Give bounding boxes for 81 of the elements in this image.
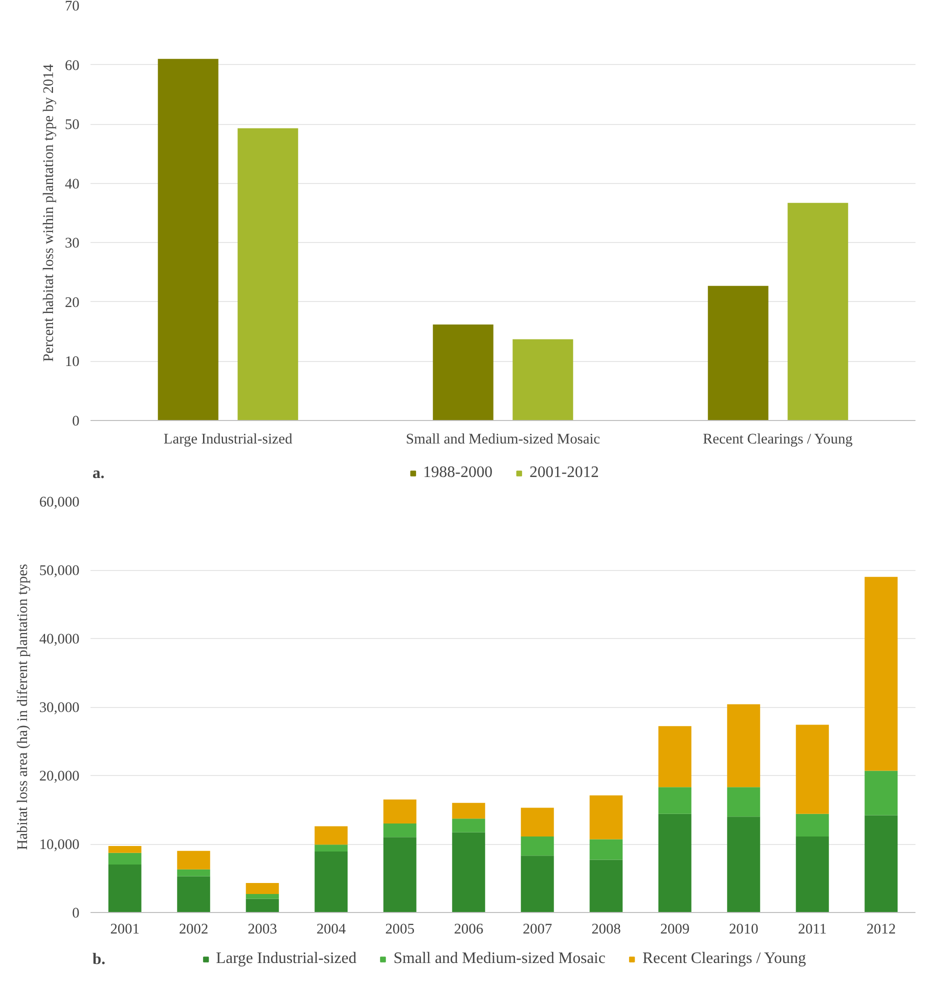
y-tick-label: 0	[72, 906, 80, 922]
x-tick-label: 2010	[728, 922, 758, 938]
text: a.	[92, 465, 104, 482]
y-tick-label: 50	[64, 117, 80, 134]
y-tick-label: 30,000	[39, 700, 80, 716]
bar	[658, 726, 692, 788]
y-tick-label: 20	[64, 294, 80, 311]
y-tick-label: 50,000	[39, 563, 80, 579]
bar	[452, 818, 486, 832]
legend-label: 2001-2012	[530, 464, 599, 482]
x-tick-label: Recent Clearings / Young	[702, 432, 854, 448]
bar	[246, 894, 279, 899]
y-tick-label: 60	[64, 58, 80, 74]
y-tick-label: 10,000	[39, 837, 80, 853]
bar	[796, 814, 829, 836]
x-tick-label: 2006	[454, 922, 484, 938]
bar	[727, 704, 760, 788]
y-axis-title: Percent habitat loss within plantation type by 2014	[40, 64, 57, 362]
y-tick-label: 40	[64, 176, 80, 192]
bar	[383, 799, 416, 824]
x-tick-label: 2001	[110, 922, 140, 938]
bar	[512, 339, 574, 420]
bar	[177, 876, 210, 912]
bar	[727, 816, 760, 912]
x-tick-label: 2009	[660, 922, 690, 938]
text: b.	[92, 951, 106, 968]
bar	[520, 856, 554, 912]
x-tick-label: 2005	[385, 922, 415, 938]
bar	[246, 898, 279, 912]
bar	[590, 795, 623, 840]
bar	[238, 128, 298, 420]
y-axis-title: Habitat loss area (ha) in diferent plantation types	[15, 564, 32, 850]
bar	[246, 883, 279, 894]
bar	[658, 814, 692, 912]
legend-label: Small and Medium-sized Mosaic	[394, 950, 606, 968]
y-tick-label: 30	[64, 236, 80, 252]
x-tick-label: 2011	[798, 922, 827, 938]
y-tick-label: 40,000	[39, 632, 80, 648]
x-tick-label: 2007	[522, 922, 552, 938]
bar	[314, 826, 348, 845]
legend-label: 1988-2000	[423, 464, 492, 482]
bar	[383, 837, 416, 912]
bar	[520, 808, 554, 836]
bar	[796, 836, 829, 912]
bar	[658, 787, 692, 814]
bar	[590, 839, 623, 860]
x-tick-label: Small and Medium-sized Mosaic	[406, 432, 601, 448]
x-tick-label: Large Industrial-sized	[164, 432, 294, 448]
bar	[788, 202, 848, 420]
bar	[432, 324, 494, 420]
bar	[177, 850, 210, 870]
bar	[864, 576, 898, 771]
x-tick-label: 2004	[316, 922, 346, 938]
bar	[314, 852, 348, 912]
bar	[864, 815, 898, 912]
x-tick-label: 2008	[591, 922, 621, 938]
y-tick-label: 0	[72, 414, 80, 430]
bar	[796, 724, 829, 814]
bar	[177, 869, 210, 876]
legend-label: Large Industrial-sized	[216, 950, 357, 968]
bar	[108, 852, 142, 865]
bar	[452, 802, 486, 819]
y-tick-label: 10	[64, 354, 80, 370]
legend-label: Recent Clearings / Young	[642, 950, 806, 968]
bar	[108, 846, 142, 853]
bar	[108, 864, 142, 912]
y-tick-label: 20,000	[39, 768, 80, 784]
bar	[708, 286, 768, 420]
bar	[864, 770, 898, 816]
bar	[452, 832, 486, 912]
bar	[314, 844, 348, 852]
y-tick-label: 60,000	[39, 494, 80, 510]
x-tick-label: 2003	[248, 922, 278, 938]
y-tick-label: 70	[64, 0, 80, 14]
x-tick-label: 2002	[178, 922, 208, 938]
x-tick-label: 2012	[866, 922, 896, 938]
bar	[727, 787, 760, 817]
bar	[158, 58, 218, 420]
bar	[590, 860, 623, 912]
bar	[520, 836, 554, 856]
bar	[383, 823, 416, 838]
